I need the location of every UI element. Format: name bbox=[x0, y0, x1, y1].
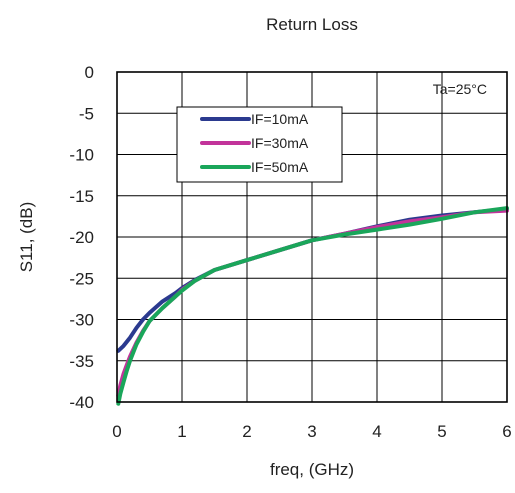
series-group bbox=[116, 206, 509, 406]
y-tick-label: -30 bbox=[69, 311, 94, 330]
x-tick-label: 1 bbox=[177, 422, 186, 441]
y-tick-label: 0 bbox=[85, 63, 94, 82]
plot-frame bbox=[116, 71, 508, 403]
series-line-1 bbox=[116, 207, 509, 353]
x-tick-label: 3 bbox=[307, 422, 316, 441]
x-tick-label: 6 bbox=[502, 422, 511, 441]
y-axis-ticks: 0 -5 -10 -15 -20 -25 -30 -35 -40 bbox=[69, 63, 94, 412]
y-tick-label: -35 bbox=[69, 352, 94, 371]
x-axis-ticks: 0 1 2 3 4 5 6 bbox=[112, 422, 511, 441]
legend-label-2: IF=30mA bbox=[251, 135, 309, 151]
x-tick-label: 2 bbox=[242, 422, 251, 441]
y-tick-label: -20 bbox=[69, 228, 94, 247]
x-tick-label: 4 bbox=[372, 422, 381, 441]
series-line-3 bbox=[116, 206, 509, 406]
y-tick-label: -5 bbox=[79, 104, 94, 123]
temperature-annotation: Ta=25°C bbox=[433, 81, 487, 97]
y-tick-label: -25 bbox=[69, 269, 94, 288]
chart-title: Return Loss bbox=[266, 15, 358, 34]
x-tick-label: 0 bbox=[112, 422, 121, 441]
y-axis-label: S11, (dB) bbox=[17, 202, 36, 273]
x-tick-label: 5 bbox=[437, 422, 446, 441]
legend-label-3: IF=50mA bbox=[251, 159, 309, 175]
y-tick-label: -10 bbox=[69, 146, 94, 165]
y-tick-label: -15 bbox=[69, 187, 94, 206]
legend-label-1: IF=10mA bbox=[251, 111, 309, 127]
legend: IF=10mA IF=30mA IF=50mA bbox=[176, 106, 343, 183]
x-axis-label: freq, (GHz) bbox=[270, 460, 354, 479]
y-tick-label: -40 bbox=[69, 393, 94, 412]
